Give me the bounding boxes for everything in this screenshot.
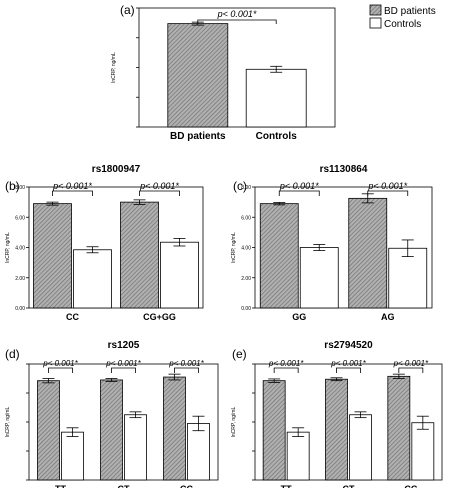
significance-label: p< 0.001* [105,359,141,368]
panel-b: (b) rs1800947 0.00 2.00 4.00 6.00 8.00 lnCRP, n… [5,164,204,322]
y-tick-label: 8.00 [15,185,25,191]
significance-label: p< 0.001* [217,9,257,19]
y-tick-label: 2.00 [15,276,25,282]
chart-title: rs1205 [108,340,140,351]
bar-controls [73,249,112,309]
y-tick-label: 0.00 [15,306,25,312]
x-tick-label: CT [118,484,130,488]
bar-controls [411,422,435,481]
y-tick-label: 6.00 [15,215,25,221]
significance-bracket [336,367,361,373]
bar-bd [37,380,60,481]
significance-label: p< 0.001* [330,359,366,368]
x-tick-label: CC [66,312,79,322]
y-axis-label: lnCRP, ng/mL [231,407,237,438]
panel-label: (e) [232,347,247,361]
y-tick-label: 0.00 [241,306,251,312]
significance-bracket [273,367,299,373]
legend: BD patients Controls [369,4,436,30]
bar-bd [325,378,348,481]
significance-label: p< 0.001* [139,181,179,191]
bar-bd [100,379,123,481]
y-axis-label: lnCRP, ng/mL [5,407,11,438]
bar-bd [167,23,229,128]
significance-bracket [111,367,136,373]
significance-bracket [52,190,93,196]
x-tick-label: TT [55,484,66,488]
y-tick-label: 4.00 [15,246,25,252]
significance-bracket [398,367,424,373]
panel-label: (d) [5,347,20,361]
bar-bd [33,203,72,309]
bar-controls [160,241,199,309]
legend-swatch-controls [369,17,382,29]
y-tick-label: 2.00 [241,276,251,282]
x-tick-label: CC [180,484,193,488]
bar-bd [120,201,159,309]
y-tick-label: 8.00 [241,185,251,191]
panel-label: (b) [5,179,20,193]
panel-d: (d) rs1205 lnCRP, ng/mL TT p< 0.001* CT p< 0.0… [5,340,219,488]
x-tick-label: CT [343,484,355,488]
panel-c: (c) rs1130864 0.00 2.00 4.00 6.00 8.00 lnCRP, n… [231,164,433,322]
legend-label-bd: BD patients [384,6,436,17]
panel-label: (c) [233,179,247,193]
x-tick-label: CG+GG [143,312,176,322]
significance-bracket [278,190,320,196]
significance-label: p< 0.001* [279,181,319,191]
x-tick-label: TT [281,484,292,488]
chart-title: rs1800947 [92,164,141,175]
significance-label: p< 0.001* [393,359,429,368]
y-axis-label: lnCRP, ng/mL [5,232,11,263]
bar-controls [388,247,428,309]
bar-bd [163,376,186,481]
panel-a: (a) lnCRP, ng/mL BD patients Controls p< 0.0… [111,3,336,142]
chart-title: rs1130864 [320,164,368,175]
x-tick-label: AG [381,312,395,322]
x-tick-label: CC [404,484,417,488]
bar-controls [245,68,307,128]
significance-bracket [139,190,180,196]
y-tick-label: 4.00 [241,246,251,252]
y-axis-label: lnCRP, ng/mL [111,52,117,83]
bar-controls [187,423,210,481]
significance-label: p< 0.001* [42,359,78,368]
significance-label: p< 0.001* [52,181,92,191]
chart-title: rs2794520 [324,340,373,351]
significance-label: p< 0.001* [268,359,304,368]
panel-e: (e) rs2794520 lnCRP, ng/mL TT p< 0.001* CT p< … [231,340,443,488]
x-tick-label: BD patients [170,131,226,142]
significance-label: p< 0.001* [367,181,407,191]
significance-bracket [174,367,199,373]
bar-bd [259,203,299,309]
bar-controls [299,247,339,309]
y-tick-label: 6.00 [241,215,251,221]
legend-label-controls: Controls [384,19,421,30]
significance-bracket [197,19,277,24]
bar-bd [387,375,411,481]
significance-label: p< 0.001* [168,359,204,368]
significance-bracket [367,190,409,196]
x-tick-label: GG [292,312,306,322]
bar-controls [124,414,147,481]
significance-bracket [48,367,73,373]
bar-bd [348,197,388,309]
legend-swatch-bd [369,4,382,16]
panel-label: (a) [120,3,135,17]
bar-controls [61,431,84,481]
y-axis-label: lnCRP, ng/mL [231,232,237,263]
bar-bd [262,380,286,481]
bar-controls [286,431,310,481]
x-tick-label: Controls [256,131,298,142]
bar-controls [349,414,372,481]
